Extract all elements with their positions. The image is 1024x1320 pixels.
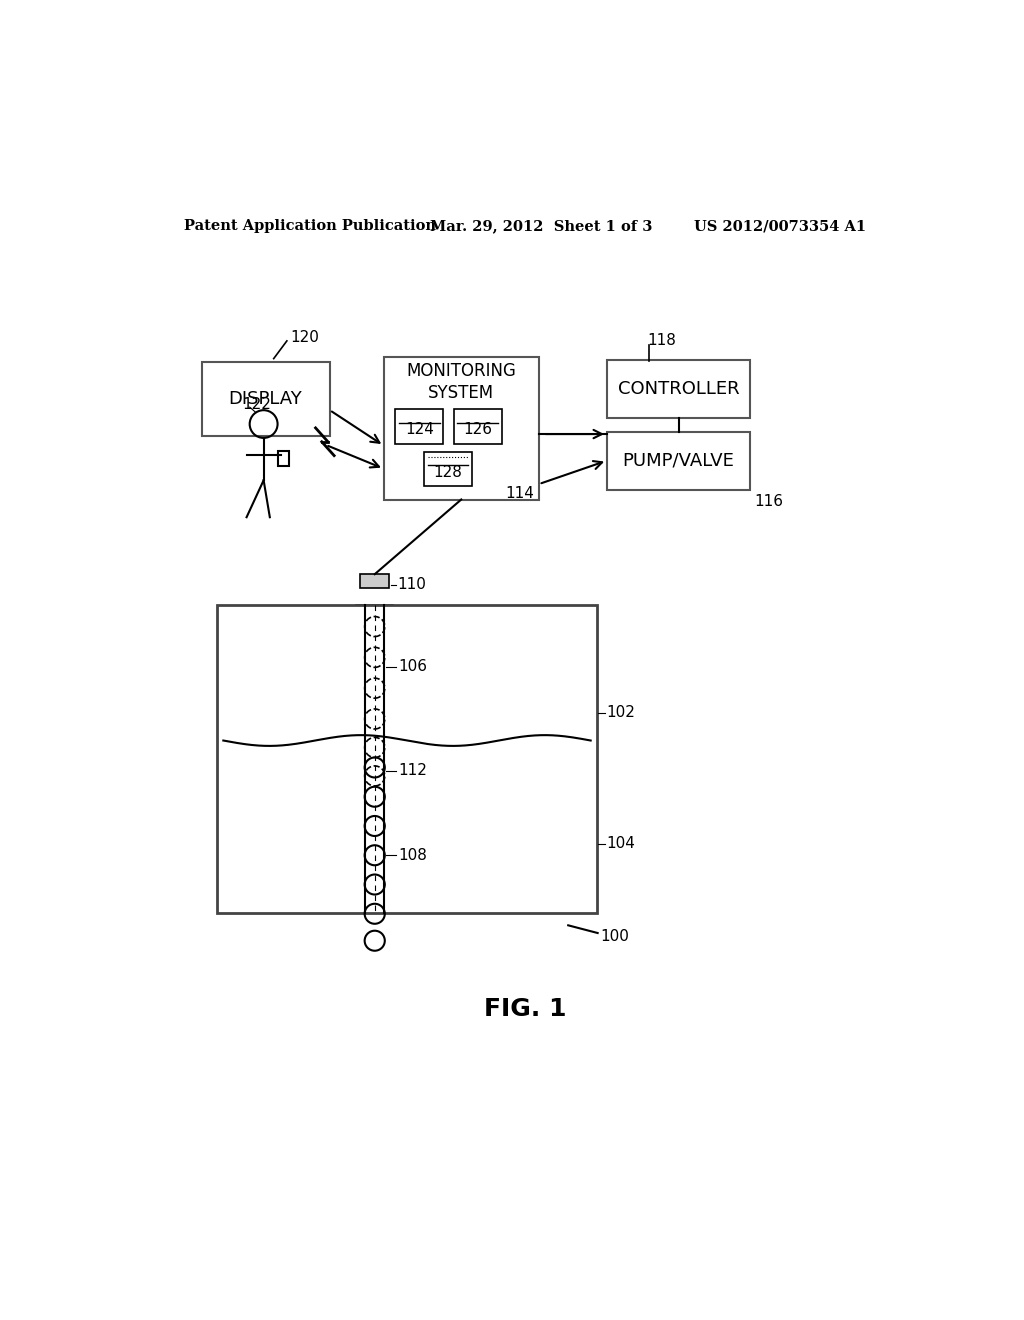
Text: PUMP/VALVE: PUMP/VALVE [623, 451, 734, 470]
Text: 122: 122 [242, 397, 270, 412]
Bar [360, 574, 389, 589]
Bar [279, 451, 289, 466]
Text: 112: 112 [398, 763, 427, 777]
Bar [607, 360, 751, 418]
Bar [454, 409, 502, 444]
Text: 106: 106 [398, 659, 427, 675]
Text: Patent Application Publication: Patent Application Publication [183, 219, 436, 234]
Bar [395, 409, 443, 444]
Text: 114: 114 [505, 486, 535, 500]
Bar [607, 432, 751, 490]
Text: DISPLAY: DISPLAY [228, 389, 302, 408]
Text: CONTROLLER: CONTROLLER [617, 380, 739, 399]
Text: US 2012/0073354 A1: US 2012/0073354 A1 [693, 219, 866, 234]
Text: 104: 104 [606, 836, 635, 851]
Text: 124: 124 [404, 422, 434, 437]
Bar [356, 605, 393, 611]
Bar [365, 611, 385, 628]
Bar [217, 605, 597, 913]
Text: 116: 116 [755, 494, 783, 508]
Text: 120: 120 [291, 330, 319, 345]
Bar [384, 356, 539, 499]
Text: 108: 108 [398, 847, 427, 863]
Bar [424, 451, 472, 487]
Text: 126: 126 [463, 422, 492, 437]
Text: Mar. 29, 2012  Sheet 1 of 3: Mar. 29, 2012 Sheet 1 of 3 [430, 219, 652, 234]
Text: FIG. 1: FIG. 1 [483, 997, 566, 1022]
Text: 110: 110 [397, 577, 426, 593]
Text: 128: 128 [433, 465, 463, 479]
Bar [202, 363, 330, 436]
Text: 100: 100 [601, 928, 630, 944]
Text: 102: 102 [606, 705, 635, 721]
Text: 118: 118 [647, 334, 676, 348]
Text: MONITORING
SYSTEM: MONITORING SYSTEM [407, 362, 516, 401]
